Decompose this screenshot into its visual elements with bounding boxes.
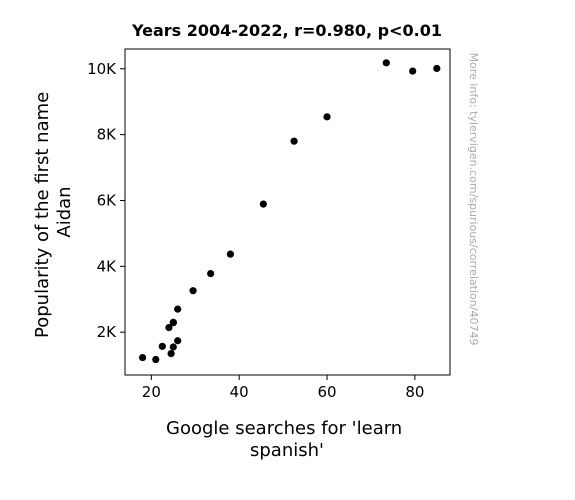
- data-point: [165, 323, 173, 332]
- chart-title: Years 2004-2022, r=0.980, p<0.01: [131, 21, 442, 40]
- data-point: [152, 355, 160, 364]
- data-point: [207, 269, 215, 278]
- watermark-text: More info: tylervigen.com/spurious/corre…: [467, 53, 480, 346]
- data-points: [138, 59, 441, 364]
- x-axis-label-line-2: spanish': [250, 440, 324, 461]
- y-axis: 2K 4K 6K 8K 10K: [87, 60, 125, 341]
- data-point: [169, 318, 177, 326]
- y-tick-label: 8K: [97, 126, 118, 144]
- y-tick-label: 4K: [97, 257, 118, 275]
- data-point: [174, 305, 182, 313]
- svg-text:Popularity of the first name: Popularity of the first name Aidan: [32, 86, 75, 338]
- data-point: [158, 342, 166, 350]
- data-point: [226, 250, 235, 258]
- x-axis: 20 40 60 80: [142, 375, 424, 401]
- x-tick-label: 40: [230, 383, 249, 401]
- watermark: More info: tylervigen.com/spurious/corre…: [467, 53, 480, 346]
- data-point: [382, 59, 390, 67]
- x-axis-label-line-1: Google searches for 'learn: [166, 418, 402, 439]
- x-tick-label: 60: [317, 383, 336, 401]
- data-point: [167, 349, 175, 358]
- y-axis-label-line-2: Aidan: [54, 186, 75, 237]
- data-point: [169, 343, 177, 351]
- y-tick-label: 6K: [97, 191, 118, 209]
- x-tick-label: 20: [142, 383, 161, 401]
- x-axis-label: Google searches for 'learn spanish': [166, 418, 408, 461]
- data-point: [174, 337, 182, 345]
- x-tick-label: 80: [405, 383, 424, 401]
- data-point: [290, 137, 298, 145]
- data-point: [323, 113, 331, 121]
- y-axis-label: Popularity of the first name Aidan: [32, 86, 75, 338]
- data-point: [138, 353, 147, 362]
- y-tick-label: 10K: [87, 60, 117, 78]
- data-point: [433, 64, 441, 73]
- data-point: [259, 200, 267, 208]
- y-tick-label: 2K: [97, 323, 118, 341]
- plot-area: [124, 48, 451, 376]
- data-point: [189, 287, 197, 295]
- data-point: [409, 67, 417, 75]
- y-axis-label-line-1: Popularity of the first name: [32, 92, 53, 338]
